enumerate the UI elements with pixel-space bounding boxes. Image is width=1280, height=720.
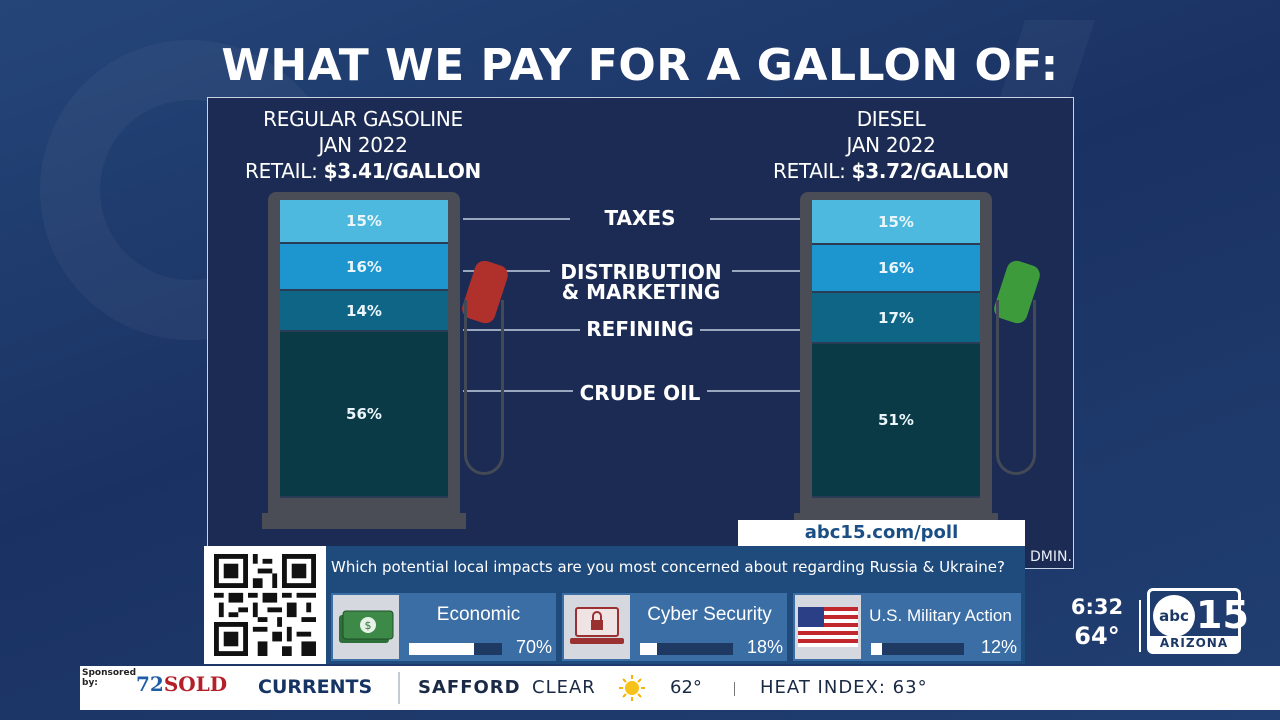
gasoline-crude-segment: 56% [280, 332, 448, 498]
station-logo: abc 15 ARIZONA [1147, 588, 1249, 654]
divider [398, 672, 400, 704]
clock-time: 6:32 [1070, 595, 1124, 619]
hose-icon [464, 300, 504, 475]
heat-index: HEAT INDEX: 63° [760, 677, 928, 698]
poll-option-economic[interactable]: $ Economic 70% [331, 593, 556, 661]
poll-option-military-action[interactable]: U.S. Military Action 12% [793, 593, 1021, 661]
hose-icon [996, 300, 1036, 475]
sponsor-logo: 72SOLD [136, 672, 227, 696]
laptop-lock-icon [564, 595, 630, 659]
poll-option-cyber-security[interactable]: Cyber Security 18% [562, 593, 787, 661]
diesel-distribution-segment: 16% [812, 245, 980, 293]
poll-question: Which potential local impacts are you mo… [331, 558, 1005, 576]
diesel-pump-chart: 15% 16% 17% 51% [812, 200, 980, 498]
poll-option-bar [409, 643, 502, 655]
divider [1139, 600, 1141, 652]
gasoline-title-line1: REGULAR GASOLINE [263, 107, 463, 131]
label-refining: REFINING [580, 319, 700, 339]
sponsor-word: SOLD [163, 672, 228, 696]
weather-condition: CLEAR [532, 677, 596, 698]
money-icon: $ [333, 595, 399, 659]
logo-number: 15 [1196, 593, 1249, 637]
poll-url[interactable]: abc15.com/poll [738, 520, 1025, 546]
pump-base [262, 513, 466, 529]
poll-option-bar [640, 643, 733, 655]
poll-option-percent: 12% [980, 637, 1017, 657]
qr-code-icon [214, 554, 316, 656]
gasoline-title-line2: JAN 2022 [318, 133, 408, 157]
diesel-title: DIESEL JAN 2022 RETAIL: $3.72/GALLON [756, 106, 1026, 184]
gasoline-taxes-segment: 15% [280, 200, 448, 244]
gasoline-retail-value: $3.41/GALLON [323, 159, 482, 183]
gasoline-title: REGULAR GASOLINE JAN 2022 RETAIL: $3.41/… [228, 106, 498, 184]
weather-temp: 62° [670, 677, 702, 698]
poll-option-bar [871, 643, 964, 655]
poll-option-label: Cyber Security [647, 604, 772, 625]
ticker-bar: Sponsored by: 72SOLD CURRENTS SAFFORD CL… [80, 666, 1280, 710]
poll-option-label: Economic [436, 604, 521, 625]
logo-region: ARIZONA [1150, 636, 1238, 651]
label-crude: CRUDE OIL [573, 383, 707, 403]
clock-weather: 6:32 64° [1062, 594, 1132, 652]
poll-option-percent: 18% [746, 637, 783, 657]
us-flag-icon [795, 595, 861, 659]
diesel-crude-segment: 51% [812, 344, 980, 498]
sun-icon [619, 675, 645, 701]
diesel-taxes-segment: 15% [812, 200, 980, 245]
gasoline-retail: RETAIL: $3.41/GALLON [228, 158, 498, 184]
poll-option-bar-fill [409, 643, 475, 655]
poll-option-bar-fill [871, 643, 883, 655]
label-distribution-line2: & MARKETING [561, 280, 721, 304]
gasoline-retail-prefix: RETAIL: [244, 159, 318, 183]
diesel-refining-segment: 17% [812, 293, 980, 344]
sponsor-number: 72 [136, 672, 164, 696]
poll-option-bar-fill [640, 643, 657, 655]
headline: WHAT WE PAY FOR A GALLON OF: [221, 40, 1059, 91]
ticker-section: CURRENTS [258, 676, 373, 698]
sponsored-label: Sponsored by: [82, 668, 137, 688]
label-distribution-line1: DISTRIBUTION [560, 260, 722, 284]
weather-city: SAFFORD [418, 677, 521, 698]
diesel-retail-prefix: RETAIL: [772, 159, 846, 183]
clock-temp: 64° [1074, 622, 1120, 650]
diesel-title-line1: DIESEL [856, 107, 926, 131]
poll-option-percent: 70% [515, 637, 552, 657]
diesel-retail-value: $3.72/GALLON [851, 159, 1010, 183]
source-text: DMIN. [1030, 549, 1072, 565]
gasoline-pump: 15% 16% 14% 56% [262, 192, 466, 529]
diesel-title-line2: JAN 2022 [846, 133, 936, 157]
poll-option-label: U.S. Military Action [869, 606, 1012, 625]
poll-panel: Which potential local impacts are you mo… [204, 546, 1025, 664]
label-taxes: TAXES [570, 208, 710, 228]
divider [734, 682, 735, 696]
label-distribution: DISTRIBUTION & MARKETING [550, 262, 732, 302]
qr-code[interactable] [204, 546, 326, 664]
diesel-retail: RETAIL: $3.72/GALLON [756, 158, 1026, 184]
abc-logo-icon: abc [1153, 595, 1195, 637]
svg-text:$: $ [365, 619, 372, 632]
diesel-pump: 15% 16% 17% 51% [794, 192, 998, 529]
gasoline-distribution-segment: 16% [280, 244, 448, 291]
gasoline-pump-chart: 15% 16% 14% 56% [280, 200, 448, 498]
gasoline-refining-segment: 14% [280, 291, 448, 332]
